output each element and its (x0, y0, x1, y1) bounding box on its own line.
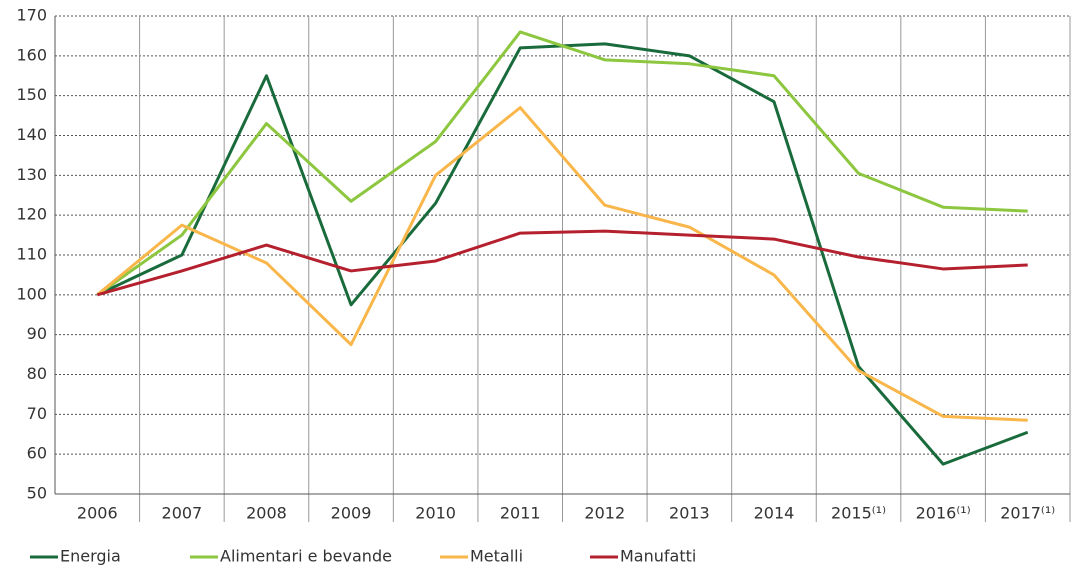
legend-label: Alimentari e bevande (220, 547, 392, 566)
x-tick-label: 2015⁽¹⁾ (831, 504, 886, 523)
y-tick-label: 120 (16, 205, 47, 224)
y-tick-label: 110 (16, 245, 47, 264)
x-tick-label: 2009 (331, 504, 372, 523)
x-tick-label: 2010 (415, 504, 456, 523)
series-line (96, 106, 1028, 422)
y-tick-label: 50 (27, 484, 47, 503)
y-tick-label: 70 (27, 404, 47, 423)
y-tick-label: 170 (16, 6, 47, 25)
legend-label: Manufatti (620, 547, 696, 566)
y-tick-label: 160 (16, 45, 47, 64)
x-tick-label: 2006 (77, 504, 118, 523)
y-tick-label: 90 (27, 324, 47, 343)
x-tick-label: 2012 (584, 504, 625, 523)
x-tick-label: 2011 (500, 504, 541, 523)
legend-label: Metalli (470, 547, 523, 566)
y-tick-label: 100 (16, 284, 47, 303)
x-tick-label: 2016⁽¹⁾ (916, 504, 971, 523)
legend-label: Energia (60, 547, 121, 566)
series-line (96, 229, 1028, 297)
x-tick-label: 2014 (754, 504, 795, 523)
y-tick-label: 130 (16, 165, 47, 184)
y-tick-label: 150 (16, 85, 47, 104)
x-tick-label: 2007 (162, 504, 203, 523)
x-tick-label: 2017⁽¹⁾ (1000, 504, 1055, 523)
y-tick-label: 140 (16, 125, 47, 144)
series-line (96, 30, 1028, 297)
x-tick-label: 2008 (246, 504, 287, 523)
x-tick-label: 2013 (669, 504, 710, 523)
y-tick-label: 60 (27, 444, 47, 463)
y-tick-label: 80 (27, 364, 47, 383)
